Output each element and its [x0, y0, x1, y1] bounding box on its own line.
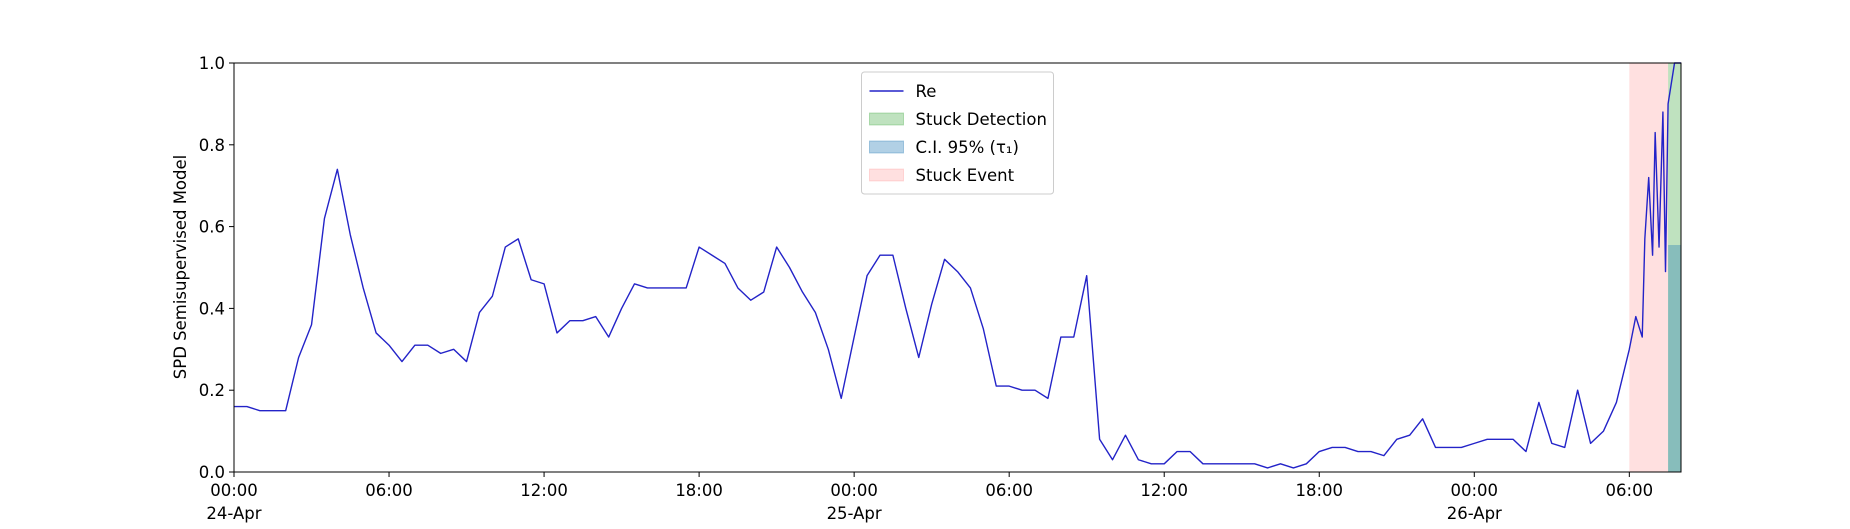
- y-tick-label: 0.6: [199, 218, 225, 237]
- y-tick-label: 0.0: [199, 463, 225, 482]
- y-tick-label: 0.2: [199, 381, 225, 400]
- legend-handle: [869, 112, 904, 126]
- span: [1668, 245, 1681, 472]
- x-tick-label: 12:00: [520, 481, 568, 500]
- legend-label: Stuck Detection: [916, 110, 1047, 129]
- data-line: [234, 62, 1681, 469]
- x-tick-label: 12:00: [1140, 481, 1188, 500]
- legend-label: Re: [916, 82, 937, 101]
- legend-label: Stuck Event: [916, 166, 1015, 185]
- span: [1668, 63, 1681, 472]
- span: [1629, 63, 1669, 472]
- y-tick-label: 0.8: [199, 136, 225, 155]
- x-tick-label: 06:00: [1606, 481, 1654, 500]
- plot-frame: [233, 62, 1682, 473]
- legend-box: [861, 71, 1054, 195]
- x-tick-label: 18:00: [1295, 481, 1343, 500]
- y-axis-label: SPD Semisupervised Model: [171, 155, 190, 379]
- y-tick-label: 1.0: [199, 54, 225, 73]
- x-tick-label: 06:00: [985, 481, 1033, 500]
- x-tick-label: 06:00: [365, 481, 413, 500]
- x-tick-label: 18:00: [675, 481, 723, 500]
- x-tick-label: 00:00 26-Apr: [1447, 481, 1502, 523]
- y-tick-label: 0.4: [199, 299, 225, 318]
- x-tick-label: 00:00 25-Apr: [827, 481, 882, 523]
- legend-handle: [869, 168, 904, 182]
- legend-label: C.I. 95% (τ₁): [916, 138, 1019, 157]
- legend-handle: [869, 140, 904, 154]
